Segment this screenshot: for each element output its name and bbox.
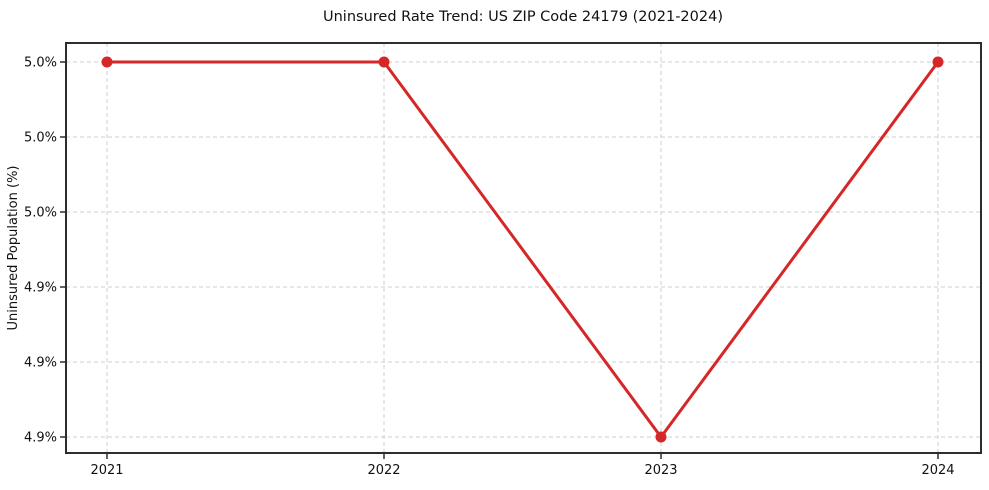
x-tick-label: 2023 <box>644 463 677 478</box>
data-point-marker <box>101 56 113 68</box>
y-tick-label: 4.9% <box>24 281 57 296</box>
data-point-marker <box>932 56 944 68</box>
x-tick-label: 2021 <box>90 463 123 478</box>
grid-layer <box>66 43 981 453</box>
y-axis-label: Uninsured Population (%) <box>6 166 21 331</box>
trend-line <box>105 60 940 439</box>
chart-title: Uninsured Rate Trend: US ZIP Code 24179 … <box>323 9 723 25</box>
axis-layer: 4.9% 4.9% 4.9% 5.0% 5.0% 5.0% 2021 2022 2023 2024 <box>24 42 982 478</box>
y-tick-label: 4.9% <box>24 431 57 446</box>
data-series-layer <box>101 56 944 443</box>
plot-frame <box>65 42 982 454</box>
y-tick-label: 5.0% <box>24 131 57 146</box>
data-point-marker <box>378 56 390 68</box>
data-point-marker <box>655 431 667 443</box>
x-tick-label: 2024 <box>921 463 954 478</box>
y-tick-label: 5.0% <box>24 206 57 221</box>
x-tick-label: 2022 <box>367 463 400 478</box>
y-tick-label: 4.9% <box>24 356 57 371</box>
y-tick-label: 5.0% <box>24 56 57 71</box>
